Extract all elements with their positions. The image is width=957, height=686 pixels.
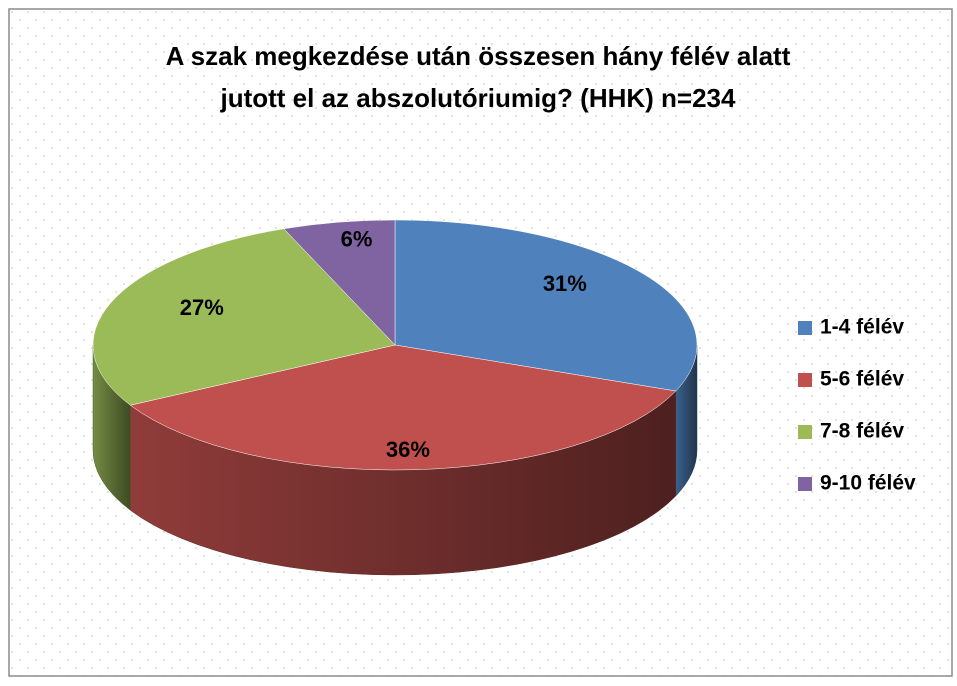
chart-title: A szak megkezdése után összesen hány fél…	[166, 41, 791, 71]
data-label: 36%	[386, 437, 430, 462]
pie-slice	[283, 219, 396, 346]
legend-swatch	[798, 321, 812, 335]
legend-swatch	[798, 373, 812, 387]
pie-slice	[92, 228, 396, 406]
data-label: 6%	[341, 226, 373, 251]
legend-label: 7-8 félév	[820, 420, 904, 443]
data-label: 27%	[180, 295, 224, 320]
data-label: 31%	[543, 271, 587, 296]
legend-label: 9-10 félév	[820, 472, 916, 495]
legend-swatch	[798, 477, 812, 491]
pie-slice	[129, 344, 677, 471]
pie-slice	[394, 219, 698, 392]
legend-label: 5-6 félév	[820, 368, 904, 391]
legend-label: 1-4 félév	[820, 316, 904, 339]
chart-title: jutott el az abszolutóriumig? (HHK) n=23…	[220, 83, 737, 113]
legend-swatch	[798, 425, 812, 439]
